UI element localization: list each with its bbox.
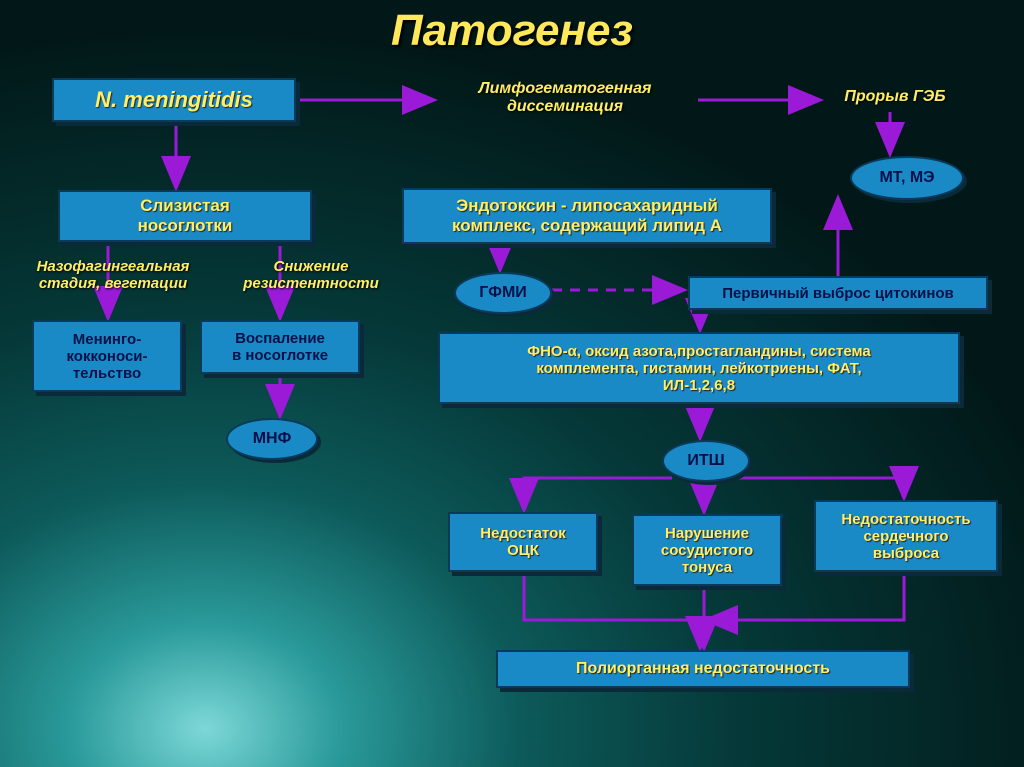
node-vospalenie: Воспалениев носоглотке	[200, 320, 360, 374]
node-mt_me: МТ, МЭ	[850, 156, 964, 200]
node-nedost_ock: НедостатокОЦК	[448, 512, 598, 572]
node-perv_cyto: Первичный выброс цитокинов	[688, 276, 988, 310]
node-meningo: Менинго-кокконоси-тельство	[32, 320, 182, 392]
node-sniz_text: Снижениерезистентности	[226, 258, 396, 302]
node-nedost_serd: Недостаточностьсердечноговыброса	[814, 500, 998, 572]
node-gfmi: ГФМИ	[454, 272, 552, 314]
node-fno: ФНО-α, оксид азота,простагландины, систе…	[438, 332, 960, 404]
node-sliz: Слизистаяносоглотки	[58, 190, 312, 242]
node-mnf: МНФ	[226, 418, 318, 460]
diagram-stage: Патогенез N. meningitidis Лимфогематогенн…	[0, 0, 1024, 767]
node-proriv: Прорыв ГЭБ	[820, 88, 970, 112]
node-lympho: Лимфогематогеннаядиссеминация	[435, 80, 695, 124]
node-endotox: Эндотоксин - липосахаридныйкомплекс, сод…	[402, 188, 772, 244]
page-title: Патогенез	[0, 6, 1024, 56]
node-nazo_text: Назофагингеальнаястадия, вегетации	[18, 258, 208, 302]
node-polyorgan: Полиорганная недостаточность	[496, 650, 910, 688]
node-n_meningitidis: N. meningitidis	[52, 78, 296, 122]
node-narush: Нарушениесосудистоготонуса	[632, 514, 782, 586]
node-itsh: ИТШ	[662, 440, 750, 482]
